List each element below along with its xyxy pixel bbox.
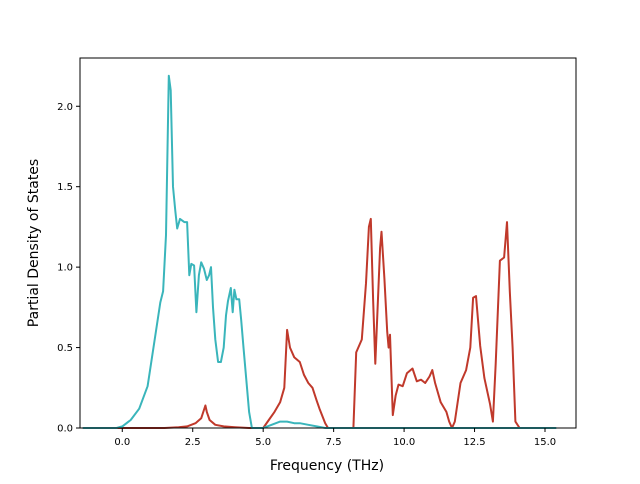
x-tick-label: 10.0 [393,437,415,448]
x-axis-ticks: 0.0 2.5 5.0 7.5 10.0 12.5 15.0 [114,428,556,448]
x-axis-label: Frequency (THz) [270,458,384,474]
x-tick-label: 0.0 [114,437,130,448]
series-layer [82,74,557,429]
y-axis-ticks: 0.0 0.5 1.0 1.5 2.0 [57,102,80,435]
x-tick-label: 12.5 [463,437,485,448]
series-line-2 [82,74,557,429]
y-tick-label: 1.0 [57,263,73,274]
plot-frame [79,57,577,429]
y-tick-label: 1.5 [57,182,73,193]
x-tick-label: 7.5 [326,437,342,448]
y-tick-label: 0.5 [57,343,73,354]
series-line-1 [82,217,551,429]
y-tick-label: 2.0 [57,102,73,113]
y-tick-label: 0.0 [57,424,73,435]
y-axis-label: Partial Density of States [26,159,42,327]
x-tick-label: 15.0 [534,437,556,448]
x-tick-label: 5.0 [255,437,271,448]
x-tick-label: 2.5 [185,437,201,448]
